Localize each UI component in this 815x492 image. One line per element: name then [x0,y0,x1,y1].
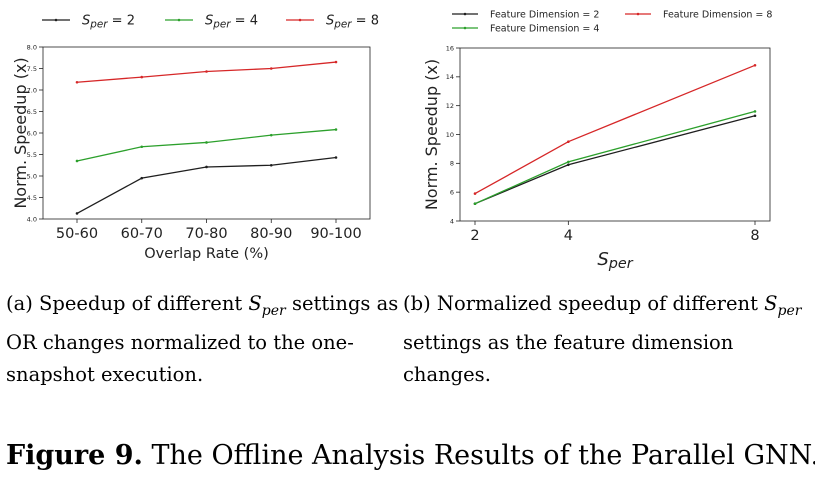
chart-b-series-line-1 [474,110,756,205]
chart-a-point [269,133,273,137]
figure-title: Figure 9. The Offline Analysis Results o… [6,440,815,471]
chart-a-point [205,165,208,169]
chart-a-xtick-label: 90-100 [310,226,361,242]
chart-a-ytick-label: 4.5 [27,194,37,202]
chart-b-xlabel: Sper [597,249,633,272]
chart-a-xtick-label: 50-60 [56,226,98,242]
chart-b-legend-marker [463,26,467,30]
chart-b-ytick-label: 14 [446,73,454,81]
chart-b-series-line-2 [474,64,756,195]
chart-a-ytick-label: 5.0 [27,172,37,180]
chart-a-legend-label: Sper = 4 [205,14,258,31]
chart-a-legend-marker [298,18,302,22]
chart-b-point [473,202,477,205]
caption-a-prefix: (a) Speedup of different [6,292,243,315]
chart-a-point [334,128,338,131]
chart-a-ytick-label: 5.5 [27,151,37,159]
chart-a-ytick-label: 8.0 [27,43,37,51]
chart-a-point [75,212,79,215]
figure-title-text: The Offline Analysis Results of the Para… [151,440,815,471]
chart-b-legend-label: Feature Dimension = 2 [490,9,599,20]
chart-a-legend-label: Sper = 8 [326,14,379,31]
chart-b-point [753,64,757,67]
chart-b-ylabel: Norm. Speedup (x) [422,59,441,210]
chart-a-xtick-label: 70-80 [185,226,227,242]
chart-b-ytick-label: 4 [450,217,454,225]
chart-a-point [140,145,144,149]
chart-b-legend-marker [636,12,640,16]
chart-a-ytick-label: 6.0 [27,129,37,137]
chart-a-point [75,80,79,84]
chart-b-legend-label: Feature Dimension = 8 [663,9,772,20]
chart-b-ytick-label: 10 [446,131,454,139]
chart-a-legend-marker [54,18,58,22]
chart-b-ytick-label: 12 [446,102,454,110]
chart-a-ytick-label: 7.5 [27,65,37,73]
chart-b-point [753,110,757,113]
figure-title-label: Figure 9. [6,440,143,471]
chart-b-ytick-label: 6 [450,188,454,196]
caption-a-symbol: Sper [248,292,286,319]
caption-a: (a) Speedup of different Sper settings a… [6,288,402,391]
chart-a-legend-label: Sper = 2 [82,14,135,31]
chart-b-point [473,192,477,195]
chart-b-point [753,114,757,118]
chart-a-point [269,67,273,70]
chart-a-point [140,176,144,180]
chart-a-xtick-label: 80-90 [250,226,292,242]
figure-charts: 4.0 4.5 5.0 5.5 6.0 6.5 7.0 7.5 8.0 50-60 60-70 70-… [11,9,772,272]
chart-b-legend-marker [463,12,467,16]
chart-a-xlabel: Overlap Rate (%) [144,246,269,262]
chart-b-series-line-0 [474,115,756,205]
chart-a-ylabel: Norm. Speedup (x) [11,57,30,208]
caption-b-prefix: (b) Normalized speedup of different [403,292,758,315]
chart-a-legend-marker [177,18,181,22]
chart-a-point [269,163,273,167]
chart-a-point [75,159,79,163]
chart-a-point [140,75,144,79]
caption-b: (b) Normalized speedup of different Sper… [403,288,803,391]
caption-b-suffix: settings as the feature dimension change… [403,330,734,386]
chart-b-point [567,163,570,167]
chart-a-point [334,156,338,159]
chart-b-point [567,140,570,144]
chart-a-series-line-1 [76,128,337,162]
chart-a-point [334,60,338,64]
caption-a-suffix: settings as OR changes normalized to the… [6,292,399,386]
chart-b-xtick-label: 4 [564,228,573,244]
chart-b-legend-label: Feature Dimension = 4 [490,23,599,34]
chart-a-point [205,70,208,73]
chart-a-xtick-label: 60-70 [121,226,163,242]
chart-b-xtick-label: 8 [750,228,759,244]
chart-a-ytick-label: 7.0 [27,86,37,94]
chart-b-point [567,160,570,164]
chart-a-ytick-label: 4.0 [27,215,37,223]
chart-a-ytick-label: 6.5 [27,108,37,116]
chart-b-ytick-label: 8 [450,160,454,168]
chart-b-xtick-label: 2 [470,228,479,244]
chart-b-ytick-label: 16 [446,44,454,52]
caption-b-symbol: Sper [764,292,802,319]
chart-a-point [205,141,208,144]
chart-b-frame [459,47,771,222]
